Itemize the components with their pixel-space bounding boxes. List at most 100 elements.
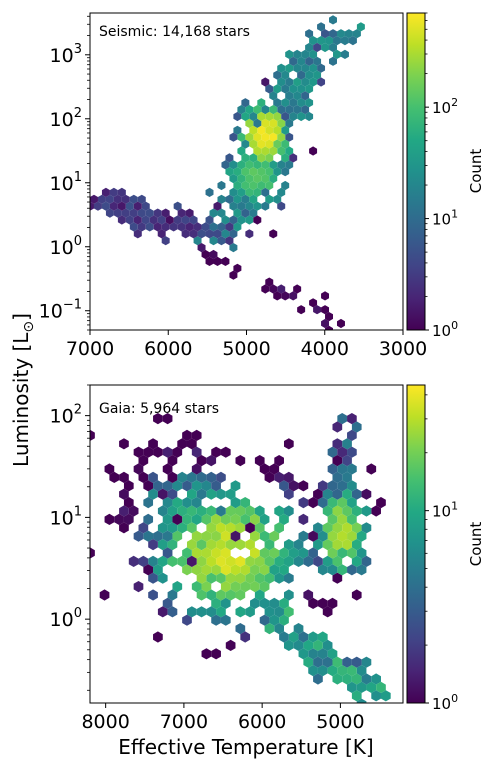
hexbin-cell (342, 471, 352, 483)
hexbin-cell (257, 167, 266, 177)
hexbin-cell (309, 298, 318, 308)
hexbin-cell (281, 70, 290, 80)
hexbin-cell (308, 648, 318, 660)
hexbin-cell (293, 49, 302, 59)
hexbin-cell (283, 589, 294, 601)
hexbin-cell (211, 648, 221, 660)
hexbin-cell (117, 187, 126, 197)
hexbin-cell (351, 656, 362, 668)
hexbin-cell (337, 463, 348, 475)
hexbin-cell (317, 480, 328, 492)
hexbin-cell (265, 180, 274, 191)
hexbin-cell (186, 539, 197, 551)
hexbin-cell (289, 111, 298, 122)
hexbin-cell (235, 455, 246, 467)
hexbin-cell (305, 70, 314, 80)
hexbin-cell (277, 201, 286, 211)
hexbin-cell (347, 530, 357, 542)
hexbin-cell (185, 222, 194, 232)
hexbin-cell (129, 208, 138, 218)
hexbin-cell (344, 29, 353, 39)
hexbin-cell (172, 480, 183, 492)
hexbin-cell (322, 488, 333, 500)
hexbin-cell (245, 572, 255, 584)
hexbin-cell (221, 160, 230, 170)
y-tick-label: 101 (50, 504, 82, 529)
hexbin-cell (301, 63, 310, 73)
hexbin-cell (138, 471, 149, 483)
hexbin-cell (197, 243, 206, 253)
hexbin-cell (322, 639, 333, 651)
hexbin-cell (138, 555, 149, 567)
hexbin-cell (229, 132, 238, 142)
hexbin-cell (281, 291, 290, 301)
hexbin-cell (313, 42, 322, 53)
hexbin-cell (249, 180, 258, 191)
colorbar-tick-label: 101 (432, 208, 458, 229)
hexbin-cell (241, 194, 250, 204)
hexbin-cell (241, 153, 250, 163)
hexbin-cell (317, 631, 328, 643)
hexbin-cell (342, 656, 352, 668)
hexbin-cell (351, 522, 362, 534)
hexbin-cell (259, 581, 270, 593)
hexbin-cell (225, 522, 236, 534)
hexbin-cell (297, 56, 306, 66)
hexbin-cell (265, 111, 274, 122)
hexbin-cell (301, 49, 310, 59)
hexbin-cell (220, 446, 231, 458)
hexbin-cell (269, 564, 280, 576)
hexbin-cell (313, 639, 323, 651)
hexbin-cell (220, 614, 231, 626)
hexbin-cell (305, 29, 314, 39)
hexbin-cell (313, 539, 323, 551)
hexbin-cell (281, 111, 290, 122)
hexbin-cell (285, 49, 294, 59)
hexbin-cell (274, 522, 284, 534)
hexbin-cell (148, 572, 158, 584)
hexbin-cell (301, 105, 310, 115)
hexbin-cell (327, 547, 338, 559)
hexbin-cell (230, 513, 241, 525)
hexbin-cell (211, 480, 221, 492)
colorbar-tick-label: 100 (432, 319, 458, 340)
hexbin-cell (240, 564, 251, 576)
hexbin-cell (361, 488, 372, 500)
hexbin-cell (119, 505, 129, 517)
hexbin-cell (356, 681, 367, 693)
hexbin-cell (121, 208, 130, 218)
hexbin-cell (274, 555, 284, 567)
hexbin-cell (254, 522, 265, 534)
hexbin-cell (186, 522, 197, 534)
hexbin-cell (161, 222, 170, 232)
hexbin-cell (233, 222, 242, 232)
hexbin-cell (325, 325, 334, 330)
hexbin-cell (309, 36, 318, 46)
hexbin-cell (301, 77, 310, 87)
hexbin-cell (189, 229, 198, 239)
hexbin-cell (235, 539, 246, 551)
hexbin-cell (347, 463, 357, 475)
hexbin-cell (317, 597, 328, 609)
hexbin-cell (281, 98, 290, 108)
hexbin-cell (308, 665, 318, 677)
hexbin-cell (337, 665, 348, 677)
hexbin-cell (269, 174, 278, 184)
hexbin-cell (269, 132, 278, 142)
hexbin-cell (206, 522, 217, 534)
y-tick-label: 103 (50, 42, 82, 67)
hexbin-cell (182, 547, 192, 559)
hexbin-cell (371, 673, 381, 685)
hexbin-cell (253, 160, 262, 170)
hexbin-cell (361, 522, 372, 534)
hexbin-cell (303, 555, 314, 567)
hexbin-cell (261, 132, 270, 142)
y-tick-label: 102 (50, 106, 82, 131)
hexbin-cell (322, 505, 333, 517)
hexbin-cell (259, 530, 270, 542)
hexbin-cell (133, 229, 142, 239)
hexbin-cell (148, 471, 158, 483)
hexbin-cell (149, 215, 158, 225)
hexbin-cell (283, 555, 294, 567)
